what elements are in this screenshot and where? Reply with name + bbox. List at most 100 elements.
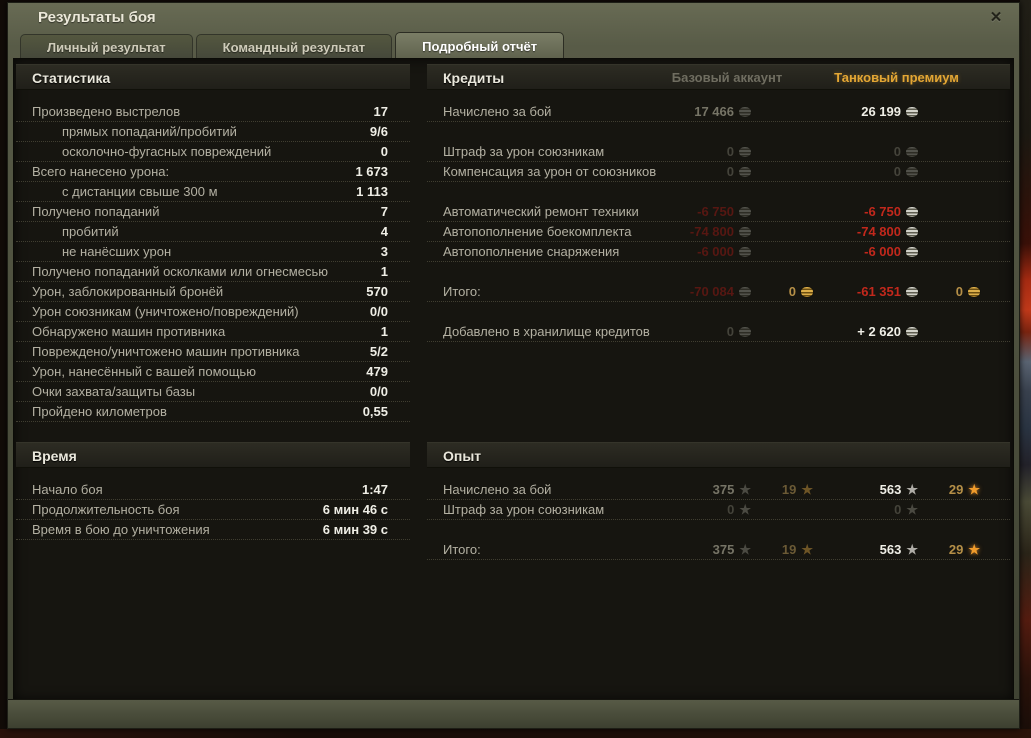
stat-value: 7: [380, 204, 388, 219]
time-header: Время: [16, 442, 410, 468]
credit-row: Начислено за бой 17 466 26 199: [427, 102, 1010, 122]
background-bottom-sliver: [0, 729, 1031, 738]
close-icon[interactable]: ✕: [989, 9, 1003, 26]
credits-rows: Начислено за бой 17 466 26 199 Штраф за …: [427, 102, 1010, 342]
statistics-header: Статистика: [16, 64, 410, 90]
stat-row: Урон, заблокированный бронёй 570: [16, 282, 410, 302]
gold-coin-icon: [801, 286, 813, 297]
credits-coin-icon: [739, 246, 751, 257]
stat-value: 17: [373, 104, 388, 119]
free-xp-star-icon: ★: [968, 482, 980, 497]
stat-label: пробитий: [62, 224, 119, 239]
stat-value: 479: [366, 364, 388, 379]
premium-credits-cell: + 2 620: [813, 324, 918, 339]
stat-row: Получено попаданий 7: [16, 202, 410, 222]
stat-row: Пройдено километров 0,55: [16, 402, 410, 422]
stat-value: 1 673: [355, 164, 388, 179]
stat-label: прямых попаданий/пробитий: [62, 124, 237, 139]
credits-coin-icon: [906, 206, 918, 217]
stat-value: 9/6: [369, 124, 388, 139]
stat-label: Очки захвата/защиты базы: [32, 384, 196, 399]
credit-row: Штраф за урон союзникам 0 0: [427, 142, 1010, 162]
base-credits-cell: -6 000: [641, 244, 751, 259]
premium-xp-cell: 563 ★: [879, 482, 918, 497]
tab-team-result[interactable]: Командный результат: [195, 34, 393, 60]
credit-label: Автоматический ремонт техники: [443, 204, 639, 219]
premium-xp-cell: 0 ★: [894, 502, 918, 517]
premium-gold-cell: 0: [918, 284, 980, 299]
base-credits-cell: 17 466: [641, 104, 751, 119]
premium-free-xp-cell: 29 ★: [948, 542, 980, 557]
credits-coin-icon: [739, 166, 751, 177]
window-bottom-bar: [8, 699, 1019, 728]
title-bar: Результаты боя ✕: [8, 3, 1019, 31]
tab-detailed-report[interactable]: Подробный отчёт: [395, 32, 565, 60]
stat-label: Урон, заблокированный бронёй: [32, 284, 224, 299]
base-credits-cell: 0: [641, 144, 751, 159]
credits-coin-icon: [906, 286, 918, 297]
stat-label: Получено попаданий осколками или огнесме…: [32, 264, 328, 279]
credits-coin-icon: [739, 286, 751, 297]
tab-personal-result[interactable]: Личный результат: [20, 34, 193, 60]
experience-title: Опыт: [443, 448, 482, 464]
time-label: Продолжительность боя: [32, 502, 180, 517]
credit-row: Автопополнение снаряжения -6 000 -6 000: [427, 242, 1010, 262]
xp-star-icon: ★: [906, 542, 918, 557]
stat-row: с дистанции свыше 300 м 1 113: [16, 182, 410, 202]
base-credits-cell: 0: [641, 164, 751, 179]
time-row: Время в бою до уничтожения 6 мин 39 с: [16, 520, 410, 540]
premium-credits-cell: -6 750: [813, 204, 918, 219]
credits-coin-icon: [739, 326, 751, 337]
credits-coin-icon: [906, 246, 918, 257]
credit-label: Штраф за урон союзникам: [443, 144, 605, 159]
statistics-title: Статистика: [32, 70, 111, 86]
xp-row: Начислено за бой 375 ★ 19 ★ 563 ★ 29 ★: [427, 480, 1010, 500]
time-title: Время: [32, 448, 77, 464]
base-free-xp-cell: 19 ★: [781, 482, 813, 497]
window-title: Результаты боя: [38, 9, 156, 26]
stat-label: Пройдено километров: [32, 404, 167, 419]
xp-row: Штраф за урон союзникам 0 ★ 0 ★: [427, 500, 1010, 520]
time-row: Начало боя 1:47: [16, 480, 410, 500]
credits-coin-icon: [906, 146, 918, 157]
base-xp-cell: 0 ★: [727, 502, 751, 517]
stat-value: 0,55: [362, 404, 388, 419]
stat-row: Всего нанесено урона: 1 673: [16, 162, 410, 182]
stat-label: Произведено выстрелов: [32, 104, 181, 119]
stat-value: 0/0: [369, 304, 388, 319]
stat-row: Произведено выстрелов 17: [16, 102, 410, 122]
stat-label: Повреждено/уничтожено машин противника: [32, 344, 300, 359]
premium-credits-cell: 0: [813, 164, 918, 179]
credits-header: Кредиты Базовый аккаунт Танковый премиум: [427, 64, 1010, 90]
time-rows: Начало боя 1:47 Продолжительность боя 6 ми…: [16, 480, 410, 540]
stat-label: с дистанции свыше 300 м: [62, 184, 218, 199]
base-xp-cell: 375 ★: [712, 482, 751, 497]
report-content: Статистика Произведено выстрелов 17 прямы…: [13, 58, 1014, 701]
xp-label: Итого:: [443, 542, 481, 557]
time-label: Время в бою до уничтожения: [32, 522, 210, 537]
base-gold-cell: 0: [751, 284, 813, 299]
credit-label: Добавлено в хранилище кредитов: [443, 324, 650, 339]
credits-coin-icon: [906, 106, 918, 117]
experience-header: Опыт: [427, 442, 1010, 468]
credit-label: Компенсация за урон от союзников: [443, 164, 657, 179]
premium-credits-cell: -6 000: [813, 244, 918, 259]
base-credits-cell: -6 750: [641, 204, 751, 219]
stat-row: осколочно-фугасных повреждений 0: [16, 142, 410, 162]
credits-coin-icon: [906, 326, 918, 337]
stat-value: 1 113: [356, 184, 388, 199]
xp-label: Штраф за урон союзникам: [443, 502, 605, 517]
experience-rows: Начислено за бой 375 ★ 19 ★ 563 ★ 29 ★ Штраф…: [427, 480, 1010, 560]
time-value: 1:47: [361, 482, 388, 497]
time-label: Начало боя: [32, 482, 103, 497]
credit-row: Добавлено в хранилище кредитов 0 + 2 620: [427, 322, 1010, 342]
base-credits-cell: -70 084: [641, 284, 751, 299]
credit-row: Автоматический ремонт техники -6 750 -6 …: [427, 202, 1010, 222]
stat-value: 0: [380, 144, 388, 159]
column-header-base-account: Базовый аккаунт: [671, 70, 783, 85]
stat-label: осколочно-фугасных повреждений: [62, 144, 272, 159]
statistics-rows: Произведено выстрелов 17 прямых попаданий…: [16, 102, 410, 422]
credit-label: Автопополнение боекомплекта: [443, 224, 632, 239]
base-credits-cell: 0: [641, 324, 751, 339]
premium-credits-cell: -61 351: [813, 284, 918, 299]
